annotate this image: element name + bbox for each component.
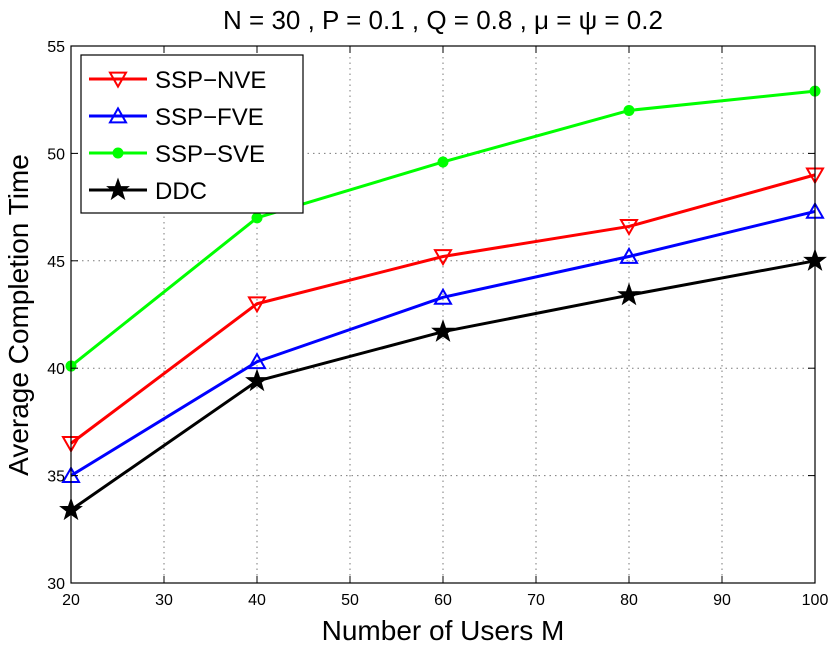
x-tick-label: 60 xyxy=(434,592,452,609)
y-tick-label: 40 xyxy=(47,361,65,378)
legend-label: SSP−NVE xyxy=(155,67,266,94)
data-point-ssp-nve xyxy=(433,249,453,267)
x-tick-label: 80 xyxy=(620,592,638,609)
legend-label: SSP−SVE xyxy=(155,141,265,168)
data-point-ssp-nve xyxy=(247,296,267,314)
series-line-ssp-nve xyxy=(70,173,816,445)
x-tick-label: 40 xyxy=(248,592,266,609)
legend-item-ddc: DDC xyxy=(89,177,207,205)
legend-item-ssp-fve: SSP−FVE xyxy=(89,104,264,131)
y-tick-label: 30 xyxy=(47,576,65,593)
y-tick-label: 50 xyxy=(47,146,65,163)
y-tick-label: 45 xyxy=(47,254,65,271)
legend-label: DDC xyxy=(155,178,207,205)
data-point-ssp-fve xyxy=(619,246,639,264)
data-point-ssp-fve xyxy=(247,352,267,370)
data-point-ssp-fve xyxy=(433,287,453,305)
legend-item-ssp-nve: SSP−NVE xyxy=(89,67,266,94)
data-point-ssp-sve xyxy=(251,212,263,224)
y-axis-title: Average Completion Time xyxy=(3,154,34,476)
data-point-ssp-sve xyxy=(623,104,635,116)
x-axis-title: Number of Users M xyxy=(322,615,565,646)
x-tick-label: 50 xyxy=(341,592,359,609)
data-point-ddc xyxy=(431,319,455,342)
y-tick-label: 35 xyxy=(47,469,65,486)
data-point-ddc xyxy=(617,282,641,306)
legend-item-ssp-sve: SSP−SVE xyxy=(89,141,265,168)
data-point-ssp-sve xyxy=(437,156,449,168)
x-tick-label: 90 xyxy=(713,592,731,609)
series-line-ssp-fve xyxy=(70,209,816,477)
data-point-ddc xyxy=(245,368,269,392)
y-tick-label: 55 xyxy=(47,39,65,56)
legend: SSP−NVE SSP−FVE SSP−SVE DDC xyxy=(80,54,304,214)
data-point-ssp-nve xyxy=(619,219,639,237)
x-tick-label: 20 xyxy=(62,592,80,609)
legend-marker xyxy=(112,147,124,159)
x-tick-label: 30 xyxy=(155,592,173,609)
x-tick-label: 70 xyxy=(527,592,545,609)
legend-label: SSP−FVE xyxy=(155,104,264,131)
legend-marker xyxy=(106,177,130,201)
chart-title: N = 30 , P = 0.1 , Q = 0.8 , μ = ψ = 0.2 xyxy=(223,5,663,35)
legend-marker xyxy=(108,106,128,124)
legend-marker xyxy=(108,71,128,89)
x-tick-label: 100 xyxy=(802,592,829,609)
